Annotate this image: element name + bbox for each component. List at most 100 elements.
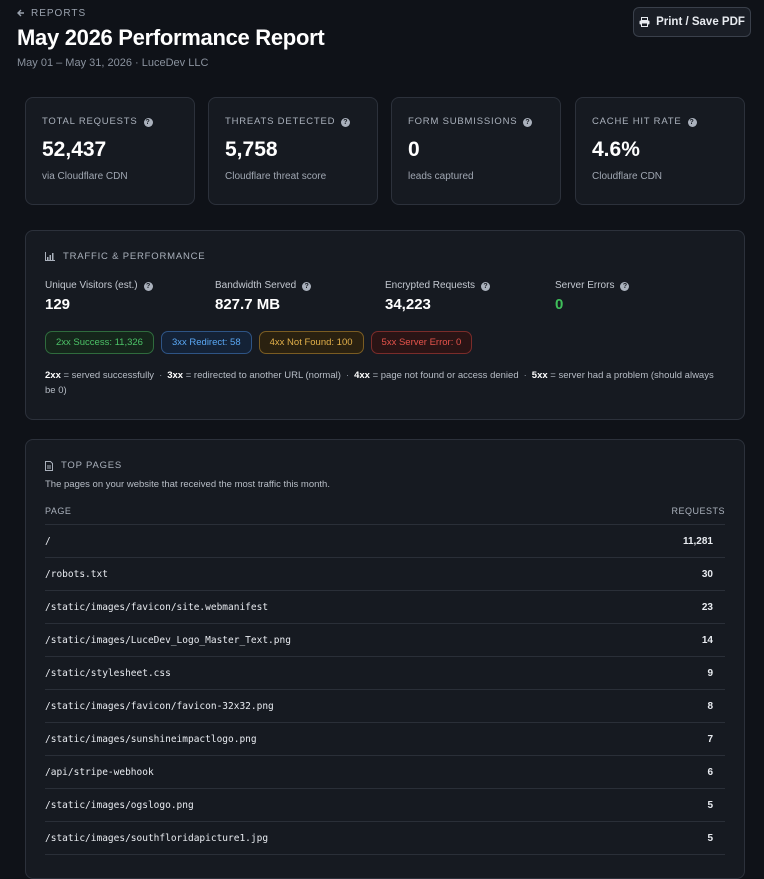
stat-label-row: TOTAL REQUESTS? [42,116,178,127]
help-icon[interactable]: ? [143,282,153,291]
metric-label-row: Server Errors? [555,280,725,291]
stat-note: Cloudflare CDN [592,171,663,182]
help-icon[interactable]: ? [143,118,153,127]
metric-label: Encrypted Requests [385,280,476,291]
page-path: /static/images/southfloridapicture1.jpg [45,821,604,855]
page-row: /11,281 [45,524,725,558]
print-label: Print / Save PDF [656,16,745,28]
table-header: PAGE REQUESTS [45,506,725,525]
metric: Server Errors? 0 [555,280,725,313]
column-header: PAGE [45,506,604,525]
legend-text: = page not found or access denied [372,370,519,381]
chart-icon [45,252,55,261]
metric-label: Server Errors [555,280,615,291]
back-link[interactable]: REPORTS [17,8,86,19]
back-label: REPORTS [31,8,87,19]
metric-value: 827.7 MB [215,296,281,313]
metric: Bandwidth Served? 827.7 MB [215,280,385,313]
help-icon[interactable]: ? [687,118,697,127]
page-path: /static/images/ogslogo.png [45,788,604,822]
stat-value: 4.6% [592,138,640,161]
print-button[interactable]: Print / Save PDF [633,7,751,37]
page-row: /static/images/favicon/site.webmanifest 2… [45,590,725,624]
help-icon[interactable]: ? [341,118,351,127]
stat-label-row: FORM SUBMISSIONS? [408,116,544,127]
legend-code: 4xx [354,370,370,381]
page-path: /static/images/sunshineimpactlogo.png [45,722,604,756]
legend-code: 2xx [45,370,61,381]
page-subtitle: May 01 – May 31, 2026 · LuceDev LLC [17,57,209,69]
stat-card: TOTAL REQUESTS? 52,437 via Cloudflare CDN [25,97,195,205]
top-pages-title-text: TOP PAGES [61,460,123,471]
request-count: 5 [603,788,725,822]
stat-label: THREATS DETECTED [225,116,336,127]
help-icon[interactable]: ? [302,282,312,291]
request-count: 5 [603,821,725,855]
table-body: /11,281/robots.txt 30/static/images/favic… [45,524,725,855]
request-count: 7 [603,722,725,756]
legend-text: = server had a problem (should always be… [45,370,714,396]
metric-label-row: Unique Visitors (est.)? [45,280,215,291]
page-path: /static/stylesheet.css [45,656,604,690]
stat-label: CACHE HIT RATE [592,116,682,127]
page-row: /api/stripe-webhook 6 [45,755,725,789]
traffic-title-text: TRAFFIC & PERFORMANCE [63,251,206,262]
page: Report {"header": {"back": "REPORTS", "t… [17,7,751,879]
back-arrow [17,9,24,17]
top-pages-description: The pages on your website that received … [45,479,330,490]
traffic-title: TRAFFIC & PERFORMANCE [45,251,725,262]
request-count: 30 [603,557,725,591]
metric: Unique Visitors (est.)? 129 [45,280,215,313]
metrics: Unique Visitors (est.)? 129 Bandwidth Serv… [45,280,725,313]
metric-value: 129 [45,296,71,313]
request-count: 14 [603,623,725,657]
request-count: 11,281 [603,524,725,558]
page-title: May 2026 Performance Report [17,25,325,50]
page-path: /api/stripe-webhook [45,755,604,789]
traffic-card: TRAFFIC & PERFORMANCE Unique Visitors (e… [25,230,745,420]
help-icon[interactable]: ? [620,282,630,291]
page-row: /static/images/ogslogo.png 5 [45,788,725,822]
stat-value: 0 [408,138,420,161]
metric-label: Bandwidth Served [215,280,297,291]
page-row: /robots.txt 30 [45,557,725,591]
metric: Encrypted Requests? 34,223 [385,280,555,313]
status-badge: 2xx Success: 11,326 [45,331,154,354]
stat-card: THREATS DETECTED? 5,758 Cloudflare threat … [208,97,378,205]
page-path: /robots.txt [45,557,604,591]
status-badges: 2xx Success: 11,326 3xx Redirect: 58 4xx N… [45,331,725,354]
page-row: /static/images/LuceDev_Logo_Master_Text.… [45,623,725,657]
legend-item: 4xx = page not found or access denied [341,370,519,381]
legend-code: 3xx [167,370,184,381]
printer-icon [639,17,650,27]
legend-text: = served successfully [63,370,155,381]
legend-item: 3xx = redirected to another URL (normal) [154,370,341,381]
page-path: /static/images/LuceDev_Logo_Master_Text.… [45,623,604,657]
stat-label: TOTAL REQUESTS [42,116,138,127]
page-row: /static/images/sunshineimpactlogo.png 7 [45,722,725,756]
status-badge: 3xx Redirect: 58 [160,331,252,354]
page-row: /static/stylesheet.css 9 [45,656,725,690]
stat-note: Cloudflare threat score [225,171,327,182]
request-count: 6 [603,755,725,789]
stat-label-row: CACHE HIT RATE? [592,116,728,127]
legend-item: 2xx = served successfully [45,370,154,381]
page-row: /static/images/southfloridapicture1.jpg 5 [45,821,725,855]
request-count: 9 [603,656,725,690]
metric-label-row: Encrypted Requests? [385,280,555,291]
page-row: /static/images/favicon/favicon-32x32.png… [45,689,725,723]
page-path: /static/images/favicon/site.webmanifest [45,590,604,624]
status-legend: 2xx = served successfully3xx = redirecte… [45,368,725,398]
help-icon[interactable]: ? [481,282,491,291]
stat-label-row: THREATS DETECTED? [225,116,361,127]
top-pages-card: TOP PAGES The pages on your website that… [25,439,745,879]
legend-code: 5xx [531,370,548,381]
report-page: REPORTS May 2026 Performance Report May … [17,7,751,879]
help-icon[interactable]: ? [523,118,533,127]
metric-label: Unique Visitors (est.) [45,280,138,291]
column-header: REQUESTS [603,506,725,525]
page-path: / [45,524,604,558]
stat-note: via Cloudflare CDN [42,171,128,182]
stat-card: CACHE HIT RATE? 4.6% Cloudflare CDN [575,97,745,205]
top-pages-title: TOP PAGES [45,460,725,471]
